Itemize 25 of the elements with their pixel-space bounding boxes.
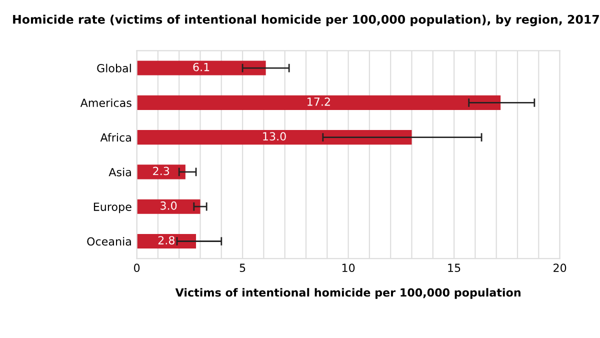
bar bbox=[136, 164, 186, 180]
x-tick-label: 5 bbox=[240, 264, 246, 272]
x-tick-label: 10 bbox=[342, 264, 355, 272]
x-tick-label: 20 bbox=[554, 264, 566, 272]
y-tick-label: Americas bbox=[80, 98, 132, 108]
x-axis-title: Victims of intentional homicide per 100,000 population bbox=[175, 288, 520, 299]
bar bbox=[136, 130, 412, 145]
y-tick-label: Africa bbox=[100, 133, 131, 142]
bar bbox=[136, 95, 501, 110]
data-label: 6.1 bbox=[193, 62, 210, 72]
y-tick-label: Asia bbox=[108, 168, 131, 176]
y-tick-label: Europe bbox=[94, 202, 132, 214]
x-tick-label: 0 bbox=[134, 264, 140, 272]
bar bbox=[136, 60, 266, 76]
bar bbox=[136, 234, 196, 249]
data-label: 2.8 bbox=[158, 236, 174, 244]
y-tick-label: Global bbox=[97, 64, 131, 72]
y-tick-label: Oceania bbox=[87, 237, 131, 246]
chart-title: Homicide rate (victims of intentional homicide per 100,000 population), by region, 2017 bbox=[13, 14, 599, 26]
x-tick-label: 15 bbox=[448, 264, 460, 272]
data-label: 3.0 bbox=[160, 201, 177, 210]
data-label: 17.2 bbox=[308, 97, 330, 106]
data-label: 2.3 bbox=[153, 166, 170, 176]
data-label: 13.0 bbox=[263, 132, 286, 141]
bar bbox=[136, 199, 200, 214]
